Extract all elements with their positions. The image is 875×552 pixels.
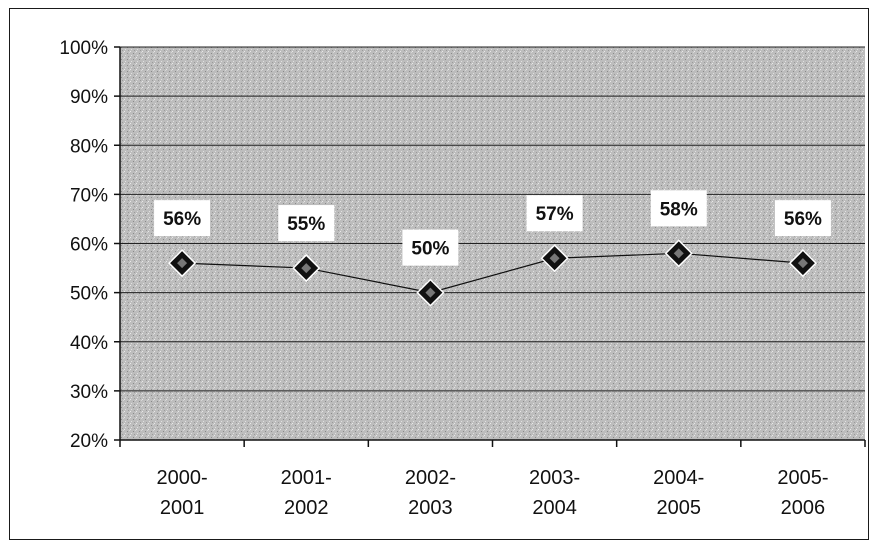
data-point-marker-highlight — [301, 263, 312, 274]
y-tick-label: 70% — [70, 185, 108, 206]
series — [168, 239, 817, 307]
data-label-box — [278, 205, 335, 242]
x-tick-label: 2001-2002 — [281, 467, 332, 519]
data-label: 50% — [411, 239, 449, 260]
x-tick-label: 2003-2004 — [529, 467, 580, 519]
data-label: 57% — [536, 204, 574, 225]
y-tick-label: 60% — [70, 235, 108, 256]
data-labels: 56% 55% 50% 57% 58% 56% — [154, 190, 831, 266]
data-label-box — [650, 190, 707, 227]
data-label: 55% — [287, 214, 325, 235]
y-axis-ticks: 20% 30% 40% 50% 60% 70% 80% 90% 100% — [59, 38, 120, 452]
y-tick-label: 80% — [70, 136, 108, 157]
data-label-box — [526, 195, 583, 232]
data-point-marker-highlight — [549, 253, 560, 264]
data-point-marker-highlight — [797, 258, 808, 269]
x-tick-label: 2005-2006 — [777, 467, 828, 519]
data-point-marker-highlight — [425, 287, 436, 298]
line-chart: 20%30%40%50%60%70%80%90%100% 2000-200120… — [59, 38, 866, 519]
x-axis-ticks: 2000-2001 2001-2002 2002-2003 2003-2004 2004… — [119, 440, 866, 519]
data-label: 56% — [784, 209, 822, 230]
x-tick-label: 2002-2003 — [405, 467, 456, 519]
chart-frame: 20% 30% 40% 50% 60% 70% 80% 90% 100% 2000-2001 20… — [9, 8, 869, 540]
data-point-marker-highlight — [673, 248, 684, 259]
data-label: 58% — [660, 199, 698, 220]
data-label-box — [154, 200, 211, 237]
x-tick-label: 2000-2001 — [157, 467, 208, 519]
series-line — [182, 252, 803, 294]
y-tick-label: 50% — [70, 284, 108, 305]
y-tick-label: 100% — [59, 38, 108, 59]
y-tick-label: 40% — [70, 333, 108, 354]
x-tick-label: 2004-2005 — [653, 467, 704, 519]
y-tick-label: 90% — [70, 87, 108, 108]
y-tick-label: 30% — [70, 382, 108, 403]
data-point-marker-highlight — [177, 258, 188, 269]
data-label-box — [402, 229, 459, 266]
y-tick-label: 20% — [70, 431, 108, 452]
data-label-box — [774, 200, 831, 237]
data-label: 56% — [163, 209, 201, 230]
